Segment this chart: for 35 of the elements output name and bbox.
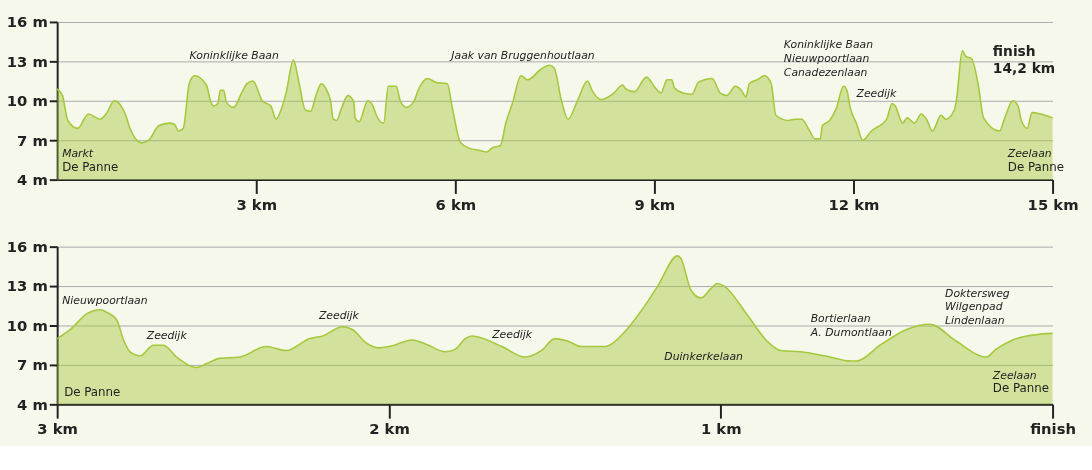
y-tick-label: 7 m [16,131,48,149]
annotation: Zeelaan De Panne [1006,146,1064,174]
y-tick-label: 13 m [6,277,48,295]
x-tick-label: 6 km [435,195,477,213]
x-tick-label: 12 km [828,195,880,213]
y-tick-label: 16 m [6,238,48,256]
y-tick-label: 4 m [16,395,48,413]
annotation: Nieuwpoortlaan [62,294,148,308]
annotation: De Panne [64,384,121,399]
annotation: Jaak van Bruggenhoutlaan [449,49,595,63]
annotation: finish 14,2 km [992,43,1056,77]
annotation: Zeedijk [855,87,898,101]
x-tick-label: 15 km [1027,195,1079,213]
y-tick-label: 10 m [6,316,48,334]
x-tick-label: 2 km [369,420,410,438]
x-tick-label: 9 km [634,195,676,213]
y-tick-label: 13 m [6,52,48,70]
annotation: Zeelaan De Panne [991,368,1050,396]
annotation: Koninklijke Baan [189,49,279,63]
annotation: Zeedijk [317,308,360,322]
annotation: Bortierlaan A. Dumontlaan [809,311,892,339]
x-tick-label: finish [1030,420,1076,438]
annotation: Zeedijk [491,327,533,341]
x-tick-label: 3 km [236,195,278,213]
annotation: Doktersweg Wilgenpad Lindenlaan [945,286,1010,328]
y-tick-label: 4 m [16,171,48,189]
y-tick-label: 10 m [6,92,48,110]
y-tick-label: 7 m [16,356,48,374]
y-tick-label: 16 m [6,13,48,31]
annotation: Markt De Panne [62,146,119,174]
annotation: Koninklijke Baan Nieuwpoortlaan Canadezenlaan [783,38,874,79]
x-tick-label: 1 km [700,420,742,438]
x-tick-label: 3 km [37,420,78,438]
annotation: Duinkerkelaan [664,349,744,363]
annotation: Zeedijk [145,329,188,343]
